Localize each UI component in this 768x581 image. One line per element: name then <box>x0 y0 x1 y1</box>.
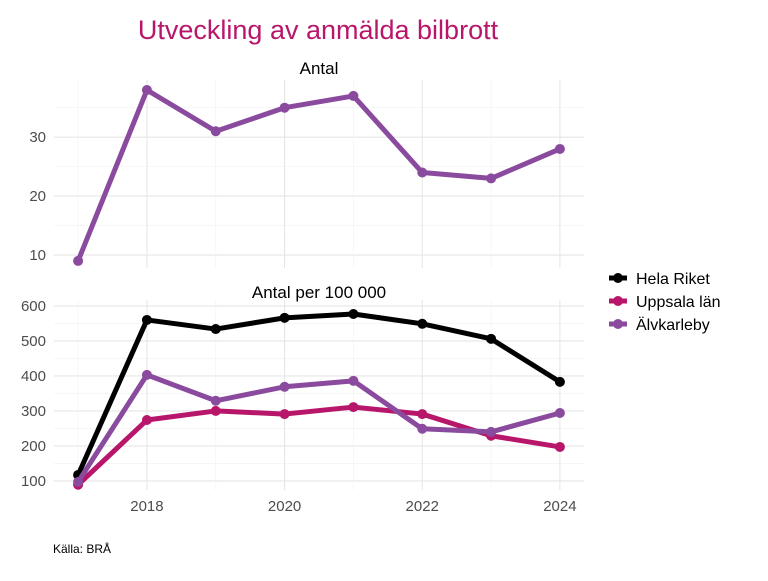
legend-key-point <box>613 296 623 306</box>
panel-per-capita: 100 200 300 400 500 600 2018 2020 2022 2024 <box>21 298 584 515</box>
panel-title-antal: Antal <box>300 59 339 78</box>
data-point <box>279 381 290 392</box>
legend-label: Hela Riket <box>636 271 710 288</box>
data-point <box>210 126 221 137</box>
data-point <box>210 324 221 335</box>
panel-title-per-capita: Antal per 100 000 <box>252 283 386 302</box>
legend-label: Älvkarleby <box>636 316 710 334</box>
data-point <box>348 90 359 101</box>
panel-antal: 10 20 30 <box>29 80 584 268</box>
legend: Hela Riket Uppsala län Älvkarleby <box>609 271 721 334</box>
y-tick-label: 10 <box>29 247 46 264</box>
y-tick-label: 400 <box>21 368 46 385</box>
data-point <box>279 102 290 113</box>
y-tick-label: 200 <box>21 438 46 455</box>
data-point <box>554 376 565 387</box>
y-tick-label: 20 <box>29 188 46 205</box>
y-tick-label: 30 <box>29 129 46 146</box>
legend-key-point <box>613 273 623 283</box>
caption: Källa: BRÅ <box>53 541 111 556</box>
legend-key-point <box>613 319 623 329</box>
chart-title: Utveckling av anmälda bilbrott <box>138 15 499 45</box>
data-point <box>73 255 84 266</box>
data-point <box>417 318 428 329</box>
x-tick-label: 2018 <box>130 498 163 515</box>
y-tick-label: 500 <box>21 333 46 350</box>
data-point <box>141 415 152 426</box>
y-tick-label: 300 <box>21 403 46 420</box>
data-point <box>554 408 565 419</box>
y-tick-label: 600 <box>21 298 46 315</box>
data-point <box>348 308 359 319</box>
data-point <box>486 426 497 437</box>
data-point <box>486 333 497 344</box>
x-tick-label: 2020 <box>268 498 301 515</box>
legend-label: Uppsala län <box>636 294 721 311</box>
data-point <box>210 405 221 416</box>
x-tick-label: 2024 <box>543 498 576 515</box>
series-line <box>75 87 561 262</box>
series-line <box>75 311 562 476</box>
data-point <box>348 402 359 413</box>
data-point <box>554 441 565 452</box>
data-point <box>417 167 428 178</box>
series-line <box>75 372 561 484</box>
data-point <box>141 85 152 96</box>
data-point <box>417 423 428 434</box>
data-point <box>486 173 497 184</box>
data-point <box>417 409 428 420</box>
x-tick-label: 2022 <box>406 498 439 515</box>
data-point <box>279 409 290 420</box>
data-point <box>210 395 221 406</box>
data-point <box>279 312 290 323</box>
data-point <box>554 143 565 154</box>
y-tick-label: 100 <box>21 473 46 490</box>
data-point <box>141 369 152 380</box>
data-point <box>73 476 84 487</box>
data-point <box>141 314 152 325</box>
data-point <box>348 375 359 386</box>
